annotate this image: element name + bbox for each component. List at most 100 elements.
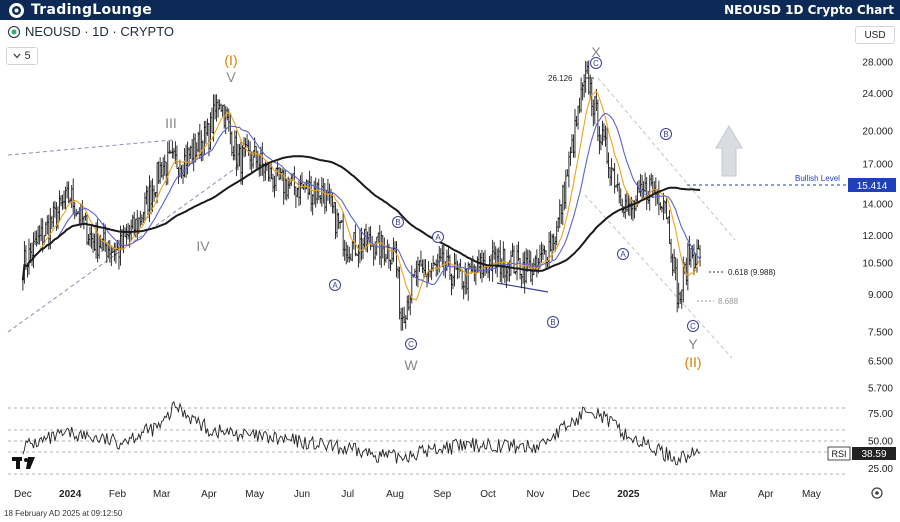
circled-label: B — [660, 128, 672, 140]
price-tick-label: 9.000 — [868, 290, 893, 301]
moving-average-long — [21, 155, 701, 280]
rsi-value-label: 38.59 — [861, 449, 886, 460]
rsi-value-badge — [852, 447, 896, 460]
wave-label-ii: (II) — [684, 354, 701, 370]
brand-name: TradingLounge — [31, 2, 153, 18]
time-tick-label: Dec — [14, 489, 32, 500]
time-axis[interactable]: Dec 2024 Feb Mar Apr May Jun Jul Aug Sep Oct Nov Dec… — [14, 489, 821, 500]
time-tick-label: Aug — [386, 489, 404, 500]
rsi-name-label: RSI — [831, 449, 846, 459]
moving-average-short — [30, 91, 701, 301]
collapse-indicators-button[interactable]: 5 — [6, 47, 38, 65]
time-tick-label: 2024 — [59, 489, 82, 500]
circled-label-text: C — [408, 340, 414, 349]
brand-logo-icon — [9, 2, 24, 18]
footer-timestamp: 18 February AD 2025 at 09:12:50 — [4, 509, 123, 518]
time-tick-label: Jun — [294, 489, 310, 500]
symbol-info: NEOUSD · 1D · CRYPTO — [8, 24, 174, 39]
circled-label: B — [392, 216, 404, 228]
header-bar: TradingLounge NEOUSD 1D Crypto Chart — [0, 0, 900, 20]
circled-label-text: B — [395, 218, 400, 227]
price-tick-label: 17.000 — [862, 160, 893, 171]
price-tick-label: 14.000 — [862, 199, 893, 210]
wave-label-i: (I) — [224, 52, 237, 68]
circled-label: A — [329, 279, 341, 291]
wave-label-iv: IV — [196, 238, 210, 254]
price-tick-label: 20.000 — [862, 126, 893, 137]
time-tick-label: Oct — [480, 489, 496, 500]
low-price-label: 8.688 — [718, 297, 739, 306]
circled-label-text: B — [663, 130, 668, 139]
page-title: NEOUSD 1D Crypto Chart — [724, 3, 894, 17]
price-axis[interactable]: 28.000 24.000 20.000 17.000 14.000 12.000 10.5… — [862, 58, 893, 395]
circled-label: B — [547, 316, 559, 328]
circled-label: C — [687, 320, 699, 332]
time-tick-label: May — [245, 489, 264, 500]
time-tick-label: Dec — [572, 489, 590, 500]
bullish-level-label: Bullish Level — [795, 174, 840, 183]
wave-label-iii: III — [165, 115, 177, 131]
wave-label-y: Y — [688, 336, 698, 352]
circled-label: C — [405, 338, 417, 350]
currency-selector[interactable]: USD — [855, 26, 895, 44]
tradingview-logo-icon — [12, 457, 35, 469]
circled-label-text: A — [620, 250, 626, 259]
circled-label-text: A — [435, 233, 441, 242]
chevron-down-icon — [13, 53, 21, 59]
rsi-tick-label: 75.00 — [868, 409, 893, 420]
circled-label: A — [617, 248, 629, 260]
circled-label-text: C — [593, 59, 599, 68]
wave-label-v: V — [226, 69, 236, 85]
price-tick-label: 5.700 — [868, 384, 893, 395]
symbol-label: NEOUSD · 1D · CRYPTO — [25, 24, 175, 39]
price-tick-label: 12.000 — [862, 231, 893, 242]
rsi-tick-label: 50.00 — [868, 437, 893, 448]
time-tick-label: May — [802, 489, 821, 500]
rsi-line — [22, 401, 701, 466]
moving-average-mid — [30, 112, 701, 286]
rsi-axis[interactable]: 75.00 50.00 25.00 — [868, 409, 893, 475]
fib-level-label: 0.618 (9.988) — [728, 268, 776, 277]
circled-label-text: A — [332, 281, 338, 290]
descending-channel-upper — [597, 77, 736, 241]
time-tick-label: Mar — [710, 489, 728, 500]
price-tick-label: 10.500 — [862, 258, 893, 269]
circled-label: A — [432, 231, 444, 243]
price-tick-label: 7.500 — [868, 327, 893, 338]
wave-labels: III IV (I) V W X Y (II) — [165, 44, 701, 373]
time-tick-label: Sep — [433, 489, 451, 500]
wave-b-trendline — [496, 282, 549, 293]
brand-logo[interactable]: TradingLounge — [8, 0, 152, 20]
descending-channel-lower — [584, 194, 733, 359]
time-tick-label: Feb — [109, 489, 127, 500]
time-tick-label: Mar — [153, 489, 171, 500]
price-tick-label: 28.000 — [862, 58, 893, 69]
circled-wave-labels: A B A C B A B C C — [329, 57, 699, 350]
circled-label: C — [590, 57, 602, 69]
indicator-count: 5 — [24, 50, 31, 62]
neo-coin-icon — [8, 25, 20, 38]
rsi-pane — [8, 401, 848, 475]
last-price-badge — [848, 178, 896, 192]
price-tick-label: 24.000 — [862, 89, 893, 100]
time-tick-label: Apr — [758, 489, 774, 500]
settings-gear-icon[interactable] — [871, 487, 883, 499]
time-tick-label: Jul — [341, 489, 354, 500]
lower-trendline — [7, 164, 241, 333]
last-price-value: 15.414 — [857, 181, 888, 192]
upper-trendline — [7, 139, 173, 156]
circled-label-text: C — [690, 322, 696, 331]
time-tick-label: 2025 — [617, 489, 640, 500]
circled-label-text: B — [550, 318, 555, 327]
wave-label-w: W — [404, 357, 418, 373]
time-tick-label: Nov — [526, 489, 544, 500]
rsi-name-badge — [827, 446, 851, 461]
wave-channel-lines — [7, 77, 736, 359]
high-price-label: 26.126 — [548, 74, 573, 83]
price-tick-label: 6.500 — [868, 357, 893, 368]
candlestick-series — [21, 60, 702, 331]
bullish-arrow-icon — [715, 125, 743, 177]
rsi-tick-label: 25.00 — [868, 464, 893, 475]
time-tick-label: Apr — [201, 489, 217, 500]
